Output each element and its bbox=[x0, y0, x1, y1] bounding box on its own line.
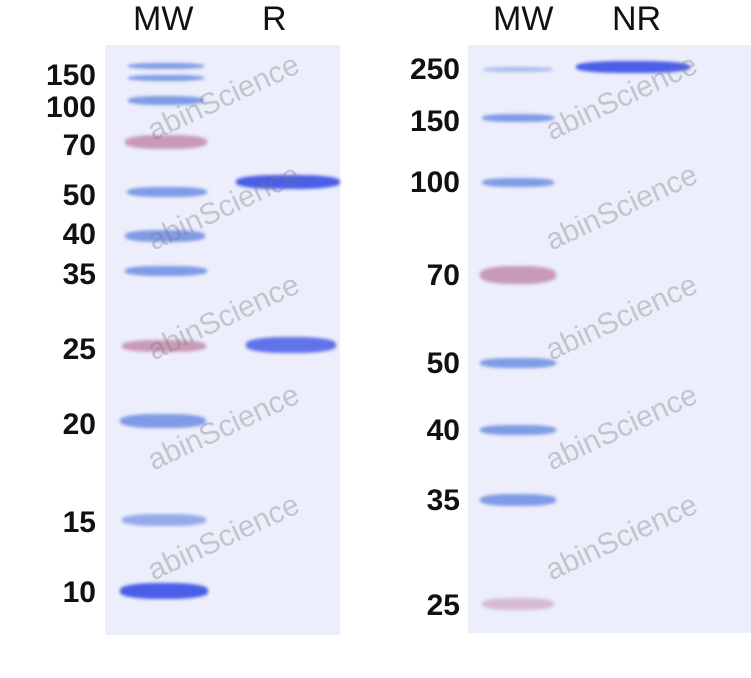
marker-label: 25 bbox=[426, 589, 460, 622]
sample-band-intact bbox=[576, 61, 690, 73]
marker-label: 50 bbox=[62, 179, 96, 212]
ladder-band bbox=[128, 63, 204, 69]
marker-label: 100 bbox=[409, 166, 460, 199]
ladder-band bbox=[483, 67, 553, 72]
marker-label: 100 bbox=[45, 91, 96, 124]
ladder-band bbox=[482, 598, 554, 610]
ladder-band bbox=[480, 266, 556, 284]
sample-band-light-chain bbox=[246, 337, 336, 353]
sample-band-heavy-chain bbox=[236, 175, 340, 189]
marker-label: 15 bbox=[62, 506, 96, 539]
ladder-band bbox=[127, 187, 207, 197]
marker-label: 40 bbox=[426, 414, 460, 447]
ladder-band bbox=[128, 75, 204, 81]
lane-label-r: R bbox=[262, 0, 287, 38]
gel-right bbox=[468, 45, 751, 633]
marker-label: 10 bbox=[62, 576, 96, 609]
marker-label: 250 bbox=[409, 53, 460, 86]
marker-label: 150 bbox=[409, 105, 460, 138]
ladder-band bbox=[482, 178, 554, 187]
lane-label-mw-left: MW bbox=[133, 0, 194, 38]
ladder-band bbox=[480, 494, 556, 506]
marker-label: 25 bbox=[62, 333, 96, 366]
marker-label: 50 bbox=[426, 347, 460, 380]
ladder-band bbox=[122, 514, 206, 526]
ladder-band bbox=[120, 583, 208, 599]
marker-label: 35 bbox=[62, 258, 96, 291]
ladder-band bbox=[125, 230, 205, 242]
marker-label: 40 bbox=[62, 218, 96, 251]
ladder-band bbox=[122, 340, 206, 352]
marker-label: 70 bbox=[62, 129, 96, 162]
ladder-band bbox=[120, 414, 206, 428]
ladder-band bbox=[128, 96, 204, 105]
lane-label-mw-right: MW bbox=[493, 0, 554, 38]
ladder-band bbox=[125, 135, 207, 149]
marker-label: 20 bbox=[62, 408, 96, 441]
marker-label: 70 bbox=[426, 259, 460, 292]
marker-label: 150 bbox=[45, 59, 96, 92]
ladder-band bbox=[480, 358, 556, 368]
ladder-band bbox=[125, 266, 207, 276]
marker-label: 35 bbox=[426, 484, 460, 517]
ladder-band bbox=[482, 114, 554, 122]
lane-label-nr: NR bbox=[612, 0, 662, 38]
ladder-band bbox=[480, 425, 556, 435]
